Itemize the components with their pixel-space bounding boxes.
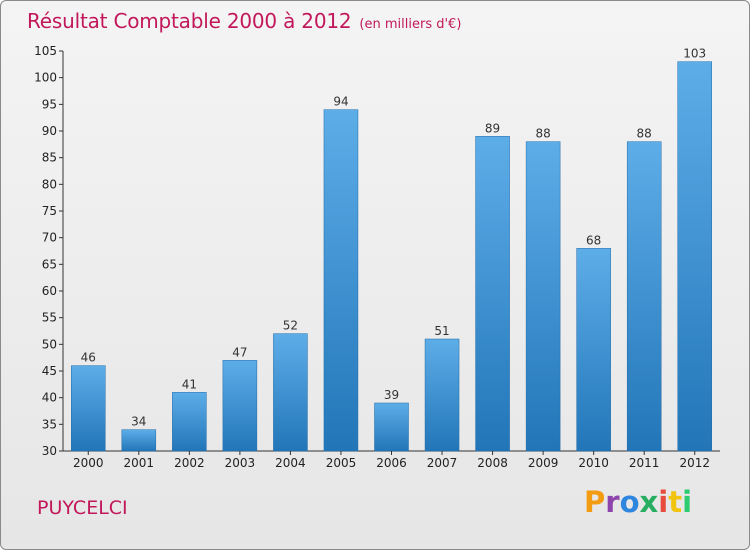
bar-value-label: 51 <box>434 324 449 338</box>
y-tick-label: 90 <box>42 124 57 138</box>
brand-letter: P <box>584 485 606 519</box>
y-tick-label: 75 <box>42 204 57 218</box>
bar <box>172 392 207 452</box>
bar-value-label: 89 <box>485 121 500 135</box>
y-tick-label: 60 <box>42 284 57 298</box>
place-name: PUYCELCI <box>37 497 128 519</box>
x-tick-label: 2005 <box>326 456 357 470</box>
x-tick-label: 2007 <box>427 456 458 470</box>
brand-letter: t <box>668 485 683 519</box>
y-tick-label: 65 <box>42 257 57 271</box>
bar <box>576 248 611 452</box>
brand-logo[interactable]: Proxiti <box>584 485 692 519</box>
brand-letter: x <box>639 485 659 519</box>
bar-value-label: 41 <box>182 377 197 391</box>
x-tick-label: 2011 <box>629 456 660 470</box>
bar-value-label: 103 <box>683 47 706 61</box>
bar-value-label: 39 <box>384 388 399 402</box>
x-tick-label: 2010 <box>578 456 609 470</box>
bar-value-label: 34 <box>131 415 146 429</box>
bar-value-label: 88 <box>637 127 652 141</box>
unit-text: (en milliers d'€) <box>359 17 462 32</box>
bar-value-label: 94 <box>333 95 348 109</box>
bar-value-label: 46 <box>81 351 96 365</box>
x-tick-label: 2012 <box>679 456 710 470</box>
brand-letter: i <box>658 485 669 519</box>
x-tick-label: 2009 <box>528 456 559 470</box>
y-tick-label: 30 <box>42 444 57 458</box>
y-tick-label: 35 <box>42 417 57 431</box>
bar <box>626 141 662 452</box>
x-tick-label: 2004 <box>275 456 306 470</box>
y-tick-label: 85 <box>42 151 57 165</box>
x-tick-label: 2008 <box>477 456 508 470</box>
y-tick-label: 80 <box>42 177 57 191</box>
bar <box>323 109 359 452</box>
bar <box>222 360 258 452</box>
bar-value-label: 47 <box>232 345 247 359</box>
y-tick-label: 40 <box>42 391 57 405</box>
y-tick-label: 95 <box>42 97 57 111</box>
y-tick-label: 55 <box>42 311 57 325</box>
bar <box>677 61 712 452</box>
x-tick-label: 2003 <box>225 456 256 470</box>
bar-value-label: 88 <box>535 127 550 141</box>
x-tick-label: 2000 <box>73 456 104 470</box>
brand-letter: o <box>619 485 640 519</box>
y-tick-label: 105 <box>34 44 57 58</box>
y-tick-label: 70 <box>42 231 57 245</box>
x-tick-label: 2001 <box>124 456 155 470</box>
bar <box>424 338 460 452</box>
bar <box>525 141 561 452</box>
y-tick-label: 100 <box>34 71 57 85</box>
bar <box>71 365 106 452</box>
y-tick-label: 50 <box>42 337 57 351</box>
bar-value-label: 52 <box>283 319 298 333</box>
bar <box>475 136 510 452</box>
x-tick-label: 2006 <box>376 456 407 470</box>
bar <box>374 402 409 452</box>
title-text: Résultat Comptable 2000 à 2012 <box>27 9 352 33</box>
bar-value-label: 68 <box>586 233 601 247</box>
brand-letter: i <box>682 485 693 519</box>
bar <box>121 429 157 452</box>
bar <box>273 333 308 452</box>
chart-title: Résultat Comptable 2000 à 2012 (en millie… <box>27 9 461 33</box>
brand-letter: r <box>605 485 620 519</box>
y-tick-label: 45 <box>42 364 57 378</box>
x-tick-label: 2002 <box>174 456 205 470</box>
